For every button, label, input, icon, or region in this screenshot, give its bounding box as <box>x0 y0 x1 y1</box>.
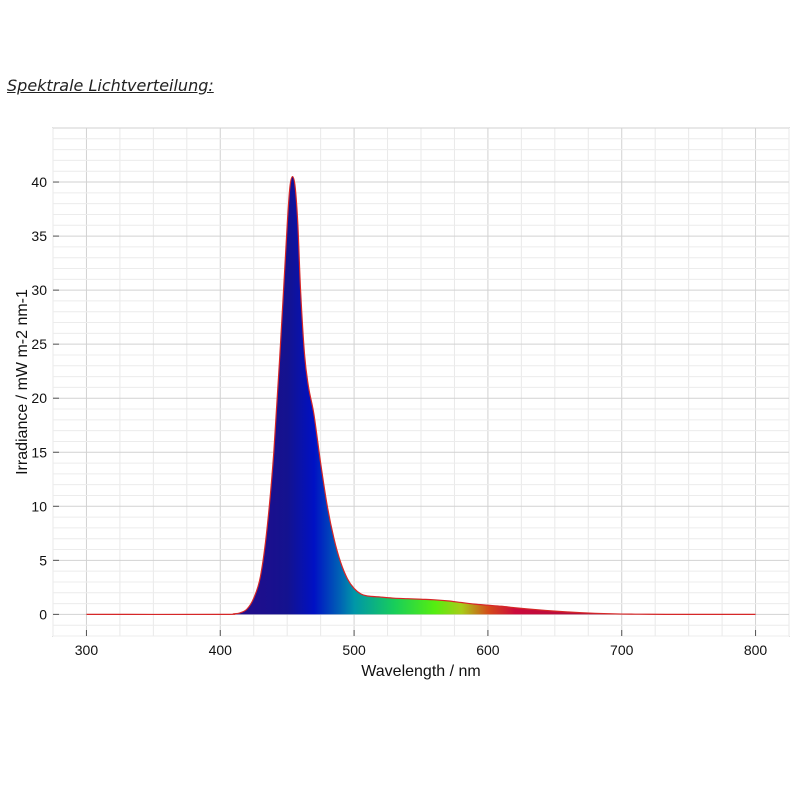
y-tick-label: 40 <box>31 174 47 190</box>
x-tick-label: 800 <box>744 642 768 658</box>
y-tick-label: 25 <box>31 336 47 352</box>
x-tick-label: 600 <box>476 642 500 658</box>
y-tick-label: 35 <box>31 228 47 244</box>
y-tick-label: 20 <box>31 390 47 406</box>
y-tick-label: 10 <box>31 498 47 514</box>
spectrum-line <box>86 176 756 616</box>
section-heading: Spektrale Lichtverteilung: <box>7 76 214 95</box>
y-axis-title: Irradiance / mW m-2 nm-1 <box>14 289 31 475</box>
axis-ticks: 300 400 500 600 700 800 0 5 10 15 20 25 30 35 40 <box>31 174 767 658</box>
x-tick-label: 400 <box>209 642 233 658</box>
x-tick-label: 500 <box>342 642 366 658</box>
x-axis-title: Wavelength / nm <box>361 663 480 680</box>
y-tick-label: 15 <box>31 444 47 460</box>
y-tick-label: 0 <box>39 606 47 622</box>
y-tick-label: 5 <box>39 552 47 568</box>
x-tick-label: 300 <box>75 642 99 658</box>
y-tick-label: 30 <box>31 282 47 298</box>
x-tick-label: 700 <box>610 642 634 658</box>
